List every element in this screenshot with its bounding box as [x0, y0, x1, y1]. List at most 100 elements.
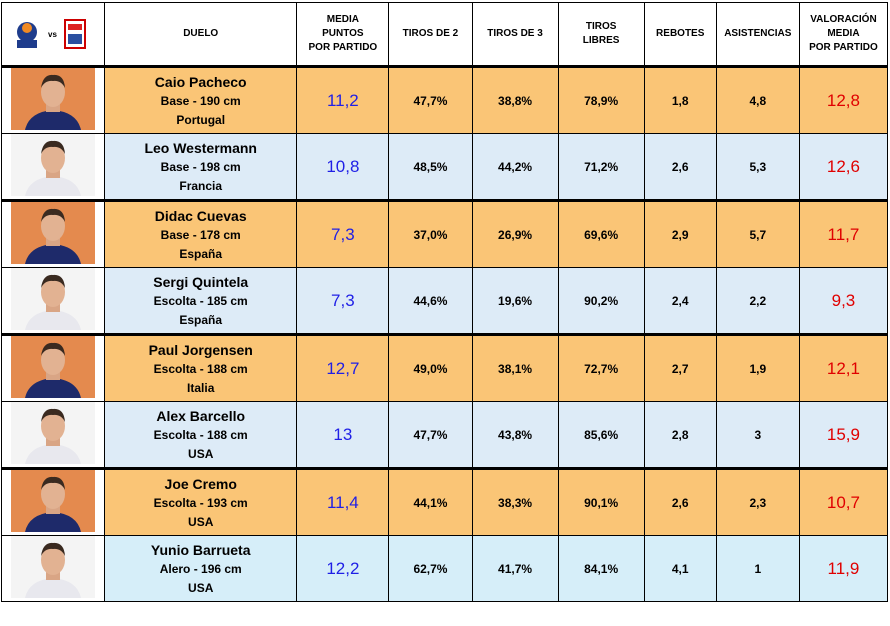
player-row: Sergi Quintela Escolta - 185 cm España 7,3 4… — [0, 267, 889, 335]
stat-cell: 85,6% — [557, 401, 645, 469]
header-text: TIROS — [585, 21, 617, 32]
stat-cell: 7,3 — [296, 199, 390, 268]
stat-cell: 44,1% — [388, 467, 473, 536]
player-country: Francia — [179, 178, 223, 193]
stat-cell: 38,1% — [471, 333, 559, 402]
photo-head — [41, 545, 66, 575]
stat-cell: 2,8 — [643, 401, 717, 469]
player-position: Base - 198 cm — [160, 159, 241, 174]
player-position: Escolta - 188 cm — [153, 427, 248, 442]
header-text: ASISTENCIAS — [724, 28, 792, 39]
header-text: TIROS DE 2 — [402, 28, 459, 39]
player-row: Joe Cremo Escolta - 193 cm USA 11,4 44,1% 38,… — [0, 467, 889, 536]
stat-cell: 90,1% — [557, 467, 645, 536]
photo-body — [25, 444, 82, 464]
player-row: Paul Jorgensen Escolta - 188 cm Italia 12,7… — [0, 333, 889, 402]
photo-cell — [0, 401, 106, 469]
logo-away-mark — [68, 24, 83, 30]
logo-away-mark2 — [68, 34, 83, 44]
photo-body — [25, 176, 82, 196]
stat-cell: 48,5% — [388, 133, 473, 201]
photo-cell — [0, 535, 106, 602]
photo-head — [41, 211, 66, 241]
header-cell: TIROS DE 2 — [388, 2, 473, 67]
player-country: España — [179, 246, 223, 261]
stats-table: vs DUELO MEDIA PUNTOS POR PARTIDO TIROS DE 2… — [0, 2, 889, 602]
photo-head — [41, 277, 66, 307]
player-country: Italia — [187, 380, 215, 395]
player-name: Didac Cuevas — [154, 207, 247, 224]
player-photo — [11, 336, 96, 398]
stat-cell: 1,8 — [643, 65, 717, 134]
stat-cell: 10,7 — [798, 467, 889, 536]
player-position: Base - 190 cm — [160, 93, 241, 108]
header-text: TIROS DE 3 — [487, 28, 543, 39]
photo-hair — [41, 208, 66, 222]
stat-cell: 12,7 — [296, 333, 390, 402]
player-row: Didac Cuevas Base - 178 cm España 7,3 37,0% 2… — [0, 199, 889, 268]
header-cell: DUELO — [104, 2, 298, 67]
player-country: USA — [188, 446, 214, 461]
stat-cell: 11,2 — [296, 65, 390, 134]
stat-cell: 12,8 — [798, 65, 889, 134]
photo-cell — [0, 65, 106, 134]
player-name: Leo Westermann — [144, 139, 257, 156]
header-cell: TIROS LIBRES — [557, 2, 645, 67]
player-photo — [11, 202, 96, 264]
player-photo — [11, 402, 96, 464]
photo-head — [41, 345, 66, 375]
logo-home-ball — [22, 23, 33, 33]
player-position: Escolta - 193 cm — [153, 495, 248, 510]
stat-cell: 3 — [715, 401, 800, 469]
duel-cell: Sergi Quintela Escolta - 185 cm España — [104, 267, 298, 335]
duel-cell: Didac Cuevas Base - 178 cm España — [104, 199, 298, 268]
player-row: Yunio Barrueta Alero - 196 cm USA 12,2 62,7%… — [0, 535, 889, 602]
stat-cell: 12,6 — [798, 133, 889, 201]
header-text: MEDIA — [326, 14, 359, 25]
stat-cell: 1,9 — [715, 333, 800, 402]
player-position: Escolta - 188 cm — [153, 361, 248, 376]
stat-cell: 47,7% — [388, 401, 473, 469]
photo-hair — [41, 408, 66, 422]
stat-cell: 44,2% — [471, 133, 559, 201]
photo-body — [25, 378, 82, 398]
stat-cell: 12,2 — [296, 535, 390, 602]
header-text: VALORACIÓN — [810, 14, 877, 25]
stat-cell: 90,2% — [557, 267, 645, 335]
photo-hair — [41, 140, 66, 154]
header-text: POR PARTIDO — [308, 42, 378, 53]
stat-cell: 84,1% — [557, 535, 645, 602]
stat-cell: 9,3 — [798, 267, 889, 335]
stat-cell: 38,8% — [471, 65, 559, 134]
stat-cell: 12,1 — [798, 333, 889, 402]
stat-cell: 4,8 — [715, 65, 800, 134]
stat-cell: 2,6 — [643, 133, 717, 201]
player-position: Alero - 196 cm — [159, 561, 242, 576]
player-photo — [11, 68, 96, 130]
photo-hair — [41, 342, 66, 356]
player-position: Base - 178 cm — [160, 227, 241, 242]
player-name: Alex Barcello — [156, 407, 246, 424]
duel-cell: Caio Pacheco Base - 190 cm Portugal — [104, 65, 298, 134]
photo-cell — [0, 267, 106, 335]
stat-cell: 37,0% — [388, 199, 473, 268]
duel-cell: Yunio Barrueta Alero - 196 cm USA — [104, 535, 298, 602]
photo-body — [25, 110, 82, 130]
photo-hair — [41, 476, 66, 490]
stat-cell: 2,4 — [643, 267, 717, 335]
stat-cell: 62,7% — [388, 535, 473, 602]
header-cell: REBOTES — [643, 2, 717, 67]
stat-cell: 4,1 — [643, 535, 717, 602]
duel-cell: Paul Jorgensen Escolta - 188 cm Italia — [104, 333, 298, 402]
logo-home-base — [17, 40, 38, 48]
stat-cell: 41,7% — [471, 535, 559, 602]
stat-cell: 15,9 — [798, 401, 889, 469]
player-photo — [11, 536, 96, 598]
player-photo — [11, 268, 96, 330]
stat-cell: 2,7 — [643, 333, 717, 402]
player-name: Joe Cremo — [164, 475, 237, 492]
duel-cell: Alex Barcello Escolta - 188 cm USA — [104, 401, 298, 469]
header-text: DUELO — [183, 28, 219, 39]
stat-cell: 49,0% — [388, 333, 473, 402]
